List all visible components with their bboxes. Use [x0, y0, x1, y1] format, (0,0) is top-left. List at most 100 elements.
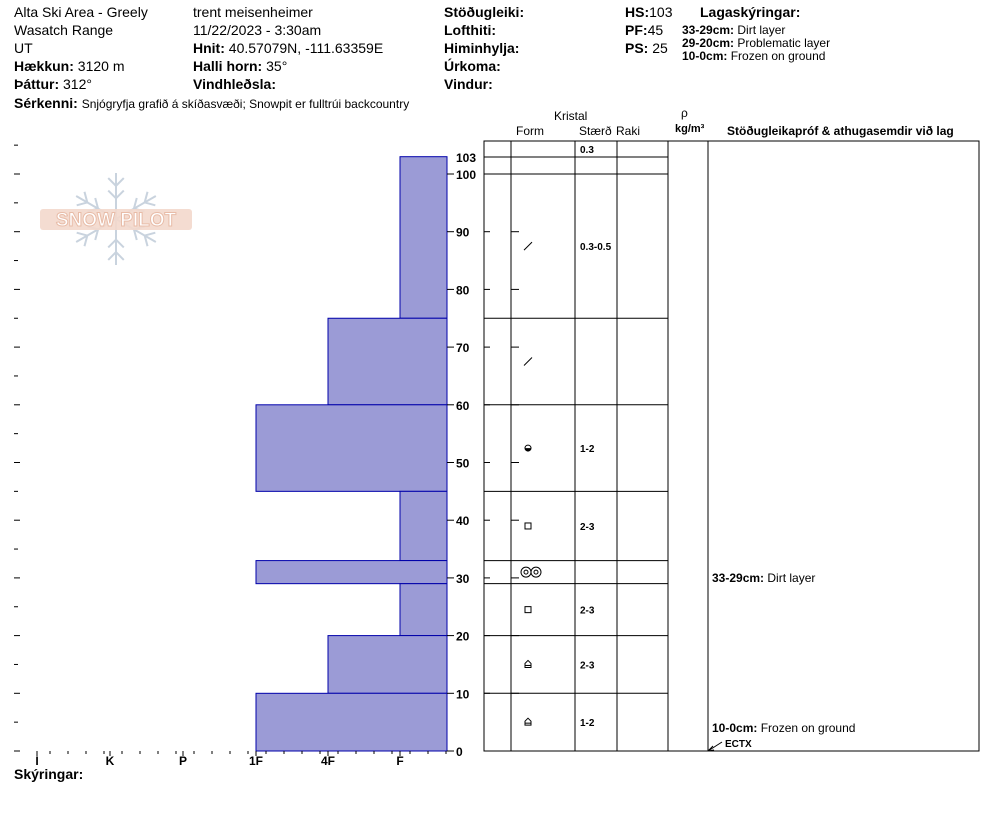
hardness-bar — [399, 490, 448, 562]
crystal-size-label: 0.3 — [580, 145, 594, 156]
logo-flake-branch — [115, 251, 125, 261]
faceted-crystal-symbol — [524, 606, 532, 614]
faceted-round-fill — [525, 448, 531, 452]
density-unit-header: kg/m³ — [675, 123, 705, 135]
logo-flake-branch — [143, 235, 149, 247]
ps: PS: 25 — [625, 40, 668, 56]
test-pointer-arrowhead — [707, 745, 715, 752]
layer-comment-text: Dirt layer — [764, 571, 815, 585]
hs-value: 103 — [649, 4, 673, 20]
crystal-header: Kristal — [554, 109, 588, 123]
logo-flake-branch — [132, 229, 138, 241]
hardness-tick-label: 1F — [249, 754, 263, 768]
location: Alta Ski Area - Greely — [14, 4, 148, 20]
precip-label: Úrkoma: — [444, 58, 501, 74]
layer-note-range: 29-20cm: — [682, 36, 735, 50]
logo-flake-branch — [115, 238, 125, 249]
hardness-bar — [255, 560, 448, 585]
crystal-size-label: 0.3-0.5 — [580, 242, 612, 253]
pf-value: 45 — [647, 22, 664, 38]
slope-value: 35° — [266, 58, 288, 74]
sky-label: Himinhylja: — [444, 40, 520, 56]
observer: trent meisenheimer — [193, 4, 313, 20]
crystal-size-label: 2-3 — [580, 606, 595, 617]
logo-flake-branch — [83, 235, 89, 247]
melt-form-ring — [530, 566, 542, 578]
depth-tick-label: 90 — [456, 226, 470, 240]
slope-label: Halli horn: — [193, 58, 263, 74]
profile-grid — [14, 140, 980, 756]
layer-note-3: 10-0cm: Frozen on ground — [682, 50, 825, 63]
depth-tick-label: 0 — [456, 745, 463, 759]
logo-flake-branch — [144, 231, 156, 237]
layer-note-2: 29-20cm: Problematic layer — [682, 37, 830, 50]
hardness-bar — [255, 404, 448, 492]
features: Sérkenni: Snjógryfja grafið á skíðasvæði… — [14, 95, 409, 111]
depth-tick-label: 100 — [456, 168, 476, 182]
logo-text: SNOW PILOT — [56, 210, 177, 231]
test-pointer-line — [707, 741, 723, 752]
faceted-crystal-symbol — [524, 522, 532, 530]
layer-note-1: 33-29cm: Dirt layer — [682, 24, 785, 37]
depth-hoar-symbol — [524, 717, 532, 726]
hardness-tick-label: K — [106, 754, 115, 768]
logo-flake-branch — [107, 238, 117, 249]
depth-tick-label: 50 — [456, 457, 470, 471]
stability-label: Stöðugleiki: — [444, 4, 525, 20]
melt-form-inner-ring — [533, 569, 539, 575]
depth-hoar-symbol — [524, 659, 532, 668]
logo-flake-branch — [115, 177, 125, 187]
coordinates: Hnit: 40.57079N, -111.63359E — [193, 40, 383, 56]
logo-flake-branch — [143, 191, 149, 203]
wind-loading-label: Vindhleðsla: — [193, 76, 276, 92]
depth-tick-label: 20 — [456, 630, 470, 644]
elevation-value: 3120 m — [77, 58, 125, 74]
stability-tests-header: Stöðugleikapróf & athugasemdir við lag — [727, 124, 954, 138]
elevation: Hækkun: 3120 m — [14, 58, 125, 74]
logo-flake-branch — [115, 189, 125, 200]
hardness-bar — [255, 692, 448, 752]
hs: HS:103 — [625, 4, 672, 20]
layer-note-text: Dirt layer — [737, 23, 786, 37]
layer-comment-range: 10-0cm: — [712, 721, 757, 735]
hardness-tick-label: 4F — [321, 754, 335, 768]
hardness-bar — [327, 317, 448, 406]
legend-label: Skýringar: — [14, 766, 84, 782]
logo-flake-branch — [144, 201, 156, 207]
logo-flake-branch — [83, 191, 89, 203]
wind-label: Vindur: — [444, 76, 493, 92]
snowpilot-logo: SNOW PILOT — [40, 173, 192, 265]
crystal-size-label: 2-3 — [580, 522, 595, 533]
layer-comment-range: 33-29cm: — [712, 571, 764, 585]
hardness-tick-label: P — [179, 754, 187, 768]
logo-flake-branch — [107, 177, 117, 187]
hardness-bar — [327, 635, 448, 694]
depth-tick-label: 40 — [456, 514, 470, 528]
hardness-bars — [255, 156, 448, 752]
logo-flake-branch — [132, 197, 138, 209]
stability-test-label: ECTX — [725, 739, 752, 750]
rho-header: ρ — [681, 106, 688, 120]
elevation-label: Hækkun: — [14, 58, 74, 74]
aspect-value: 312° — [63, 76, 92, 92]
hardness-bar — [399, 156, 448, 319]
profile-labels: I K P 1F 4F F 0 10 20 30 40 50 60 70 80 90 100 103 0.3 0.3-… — [35, 145, 855, 768]
air-temp-label: Lofthiti: — [444, 22, 497, 38]
hs-label: HS: — [625, 4, 650, 20]
depth-tick-label: 10 — [456, 687, 470, 701]
pf-label: PF: — [625, 22, 648, 38]
size-header: Stærð — [579, 124, 612, 138]
top-depth-label: 103 — [456, 151, 476, 165]
precip-particle-symbol — [523, 241, 533, 251]
depth-tick-label: 70 — [456, 341, 470, 355]
moisture-header: Raki — [616, 124, 641, 138]
ps-value: 25 — [652, 40, 668, 56]
logo-flake-branch — [94, 229, 100, 241]
logo-flake-branch — [94, 197, 100, 209]
hardness-tick-label: F — [396, 754, 403, 768]
pf: PF:45 — [625, 22, 663, 38]
depth-tick-label: 30 — [456, 572, 470, 586]
depth-tick-label: 60 — [456, 399, 470, 413]
features-value: Snjógryfja grafið á skíðasvæði; Snowpit … — [81, 97, 410, 111]
features-label: Sérkenni: — [14, 95, 78, 111]
